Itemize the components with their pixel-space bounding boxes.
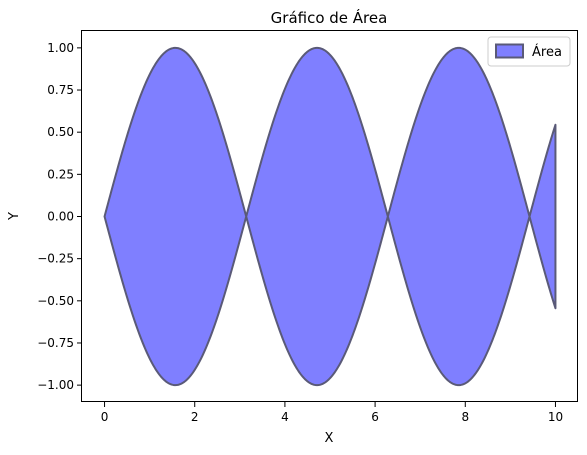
legend-swatch xyxy=(495,43,524,59)
y-tick-label: 0.50 xyxy=(47,125,74,139)
x-tick-label: 8 xyxy=(461,410,469,424)
x-axis-label: X xyxy=(325,431,334,446)
x-tick-label: 0 xyxy=(101,410,109,424)
x-tick-label: 6 xyxy=(371,410,379,424)
chart-title: Gráfico de Área xyxy=(271,8,388,27)
y-axis-label: Y xyxy=(7,212,22,221)
legend: Área xyxy=(487,36,571,67)
y-tick-label: 0.00 xyxy=(47,210,74,224)
x-tick-label: 4 xyxy=(281,410,289,424)
y-tick-label: −1.00 xyxy=(37,378,74,392)
y-tick-label: −0.25 xyxy=(37,252,74,266)
y-tick-label: −0.75 xyxy=(37,336,74,350)
y-tick-label: 1.00 xyxy=(47,41,74,55)
y-tick-label: 0.75 xyxy=(47,83,74,97)
x-tick-label: 2 xyxy=(191,410,199,424)
x-tick-label: 10 xyxy=(548,410,563,424)
area-series-0 xyxy=(103,46,557,387)
legend-label: Área xyxy=(532,44,562,60)
y-tick-label: 0.25 xyxy=(47,167,74,181)
y-tick-label: −0.50 xyxy=(37,294,74,308)
